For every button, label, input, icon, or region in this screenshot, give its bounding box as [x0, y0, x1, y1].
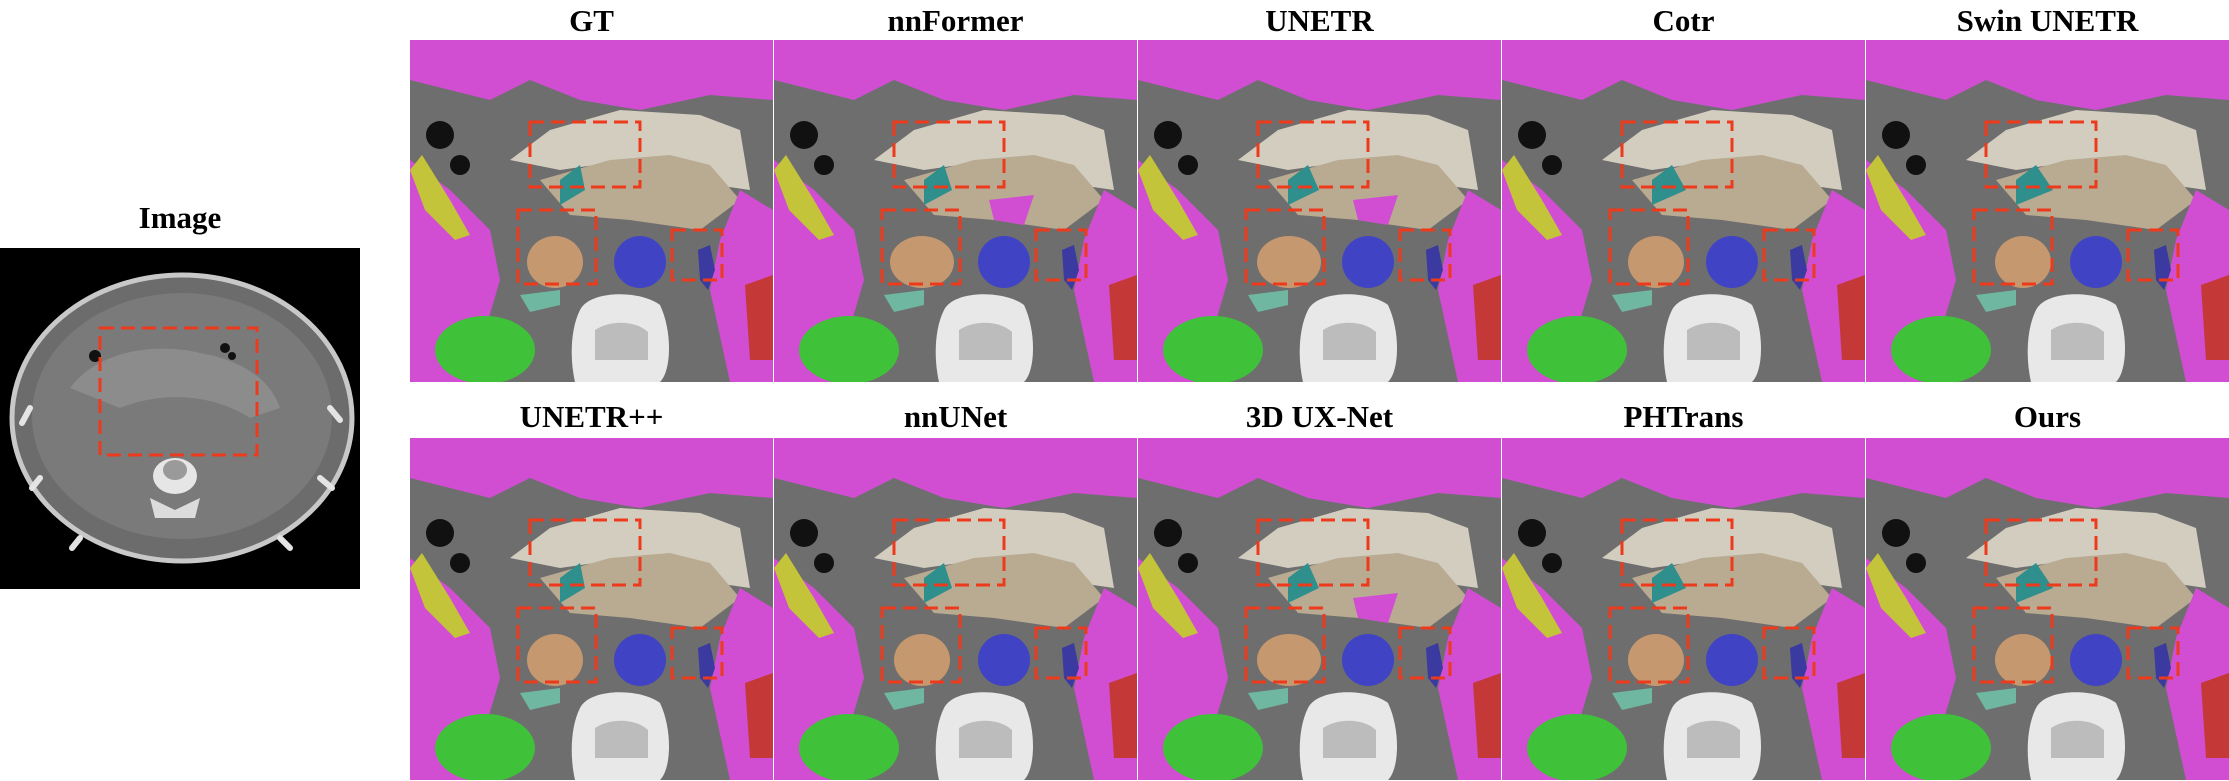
method-label: Ours — [2013, 399, 2082, 434]
method-label: 3D UX-Net — [1245, 399, 1394, 434]
segmentation-panel — [410, 438, 773, 780]
method-label: UNETR++ — [519, 399, 664, 434]
segmentation-panel — [1138, 438, 1501, 780]
segmentation-panel — [1502, 438, 1865, 780]
segmentation-panel — [1502, 40, 1865, 382]
segmentation-panel — [1866, 438, 2229, 780]
segmentation-panel — [774, 438, 1137, 780]
segmentation-panel — [1866, 40, 2229, 382]
segmentation-panel — [1138, 40, 1501, 382]
input-ct-image — [0, 248, 360, 589]
method-label: nnUNet — [903, 399, 1008, 434]
method-label: nnFormer — [887, 3, 1024, 38]
segmentation-panel — [410, 40, 773, 382]
method-label: Swin UNETR — [1956, 3, 2139, 38]
input-image-title: Image — [138, 200, 222, 235]
method-label: Cotr — [1652, 3, 1715, 38]
segmentation-panel — [774, 40, 1137, 382]
method-label: GT — [569, 3, 614, 38]
method-label: UNETR — [1265, 3, 1374, 38]
method-label: PHTrans — [1623, 399, 1744, 434]
